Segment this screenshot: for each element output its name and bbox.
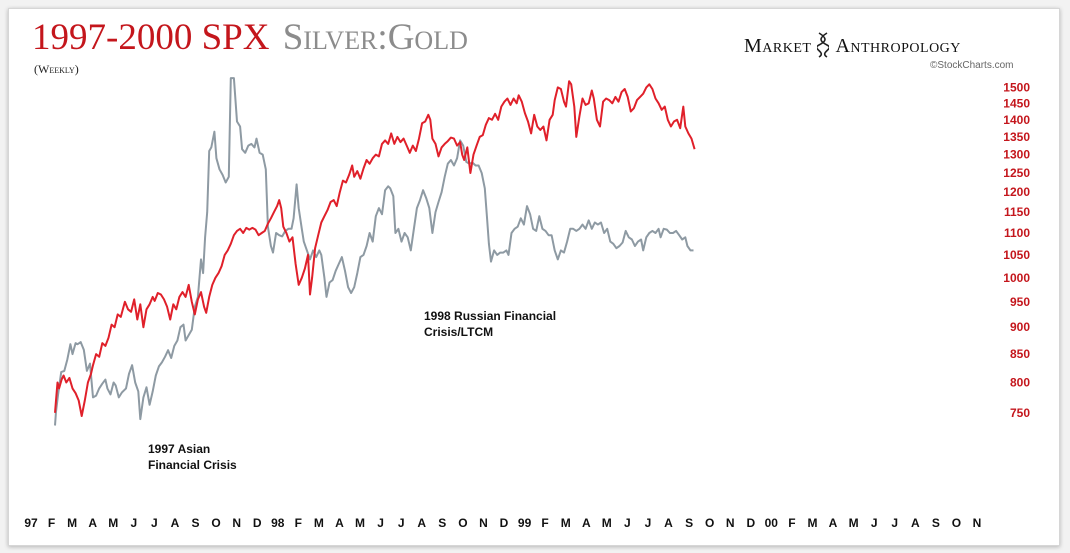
x-tick-label: J xyxy=(871,516,878,530)
x-tick-label: F xyxy=(788,516,795,530)
y-tick-label: 1150 xyxy=(1004,205,1030,219)
title-spx: 1997-2000 SPX xyxy=(32,17,270,58)
x-tick-label: S xyxy=(932,516,940,530)
x-tick-label: 98 xyxy=(271,516,285,530)
x-tick-label: J xyxy=(891,516,898,530)
ratio-series-layer xyxy=(54,77,694,426)
x-tick-label: M xyxy=(108,516,118,530)
y-tick-label: 850 xyxy=(1010,347,1030,361)
x-tick-label: J xyxy=(151,516,158,530)
y-tick-label: 800 xyxy=(1010,376,1030,390)
y-tick-label: 1450 xyxy=(1003,96,1030,110)
y-tick-label: 950 xyxy=(1010,295,1030,309)
x-tick-label: M xyxy=(561,516,571,530)
x-tick-label: J xyxy=(398,516,405,530)
x-tick-label: S xyxy=(438,516,446,530)
x-tick-label: M xyxy=(355,516,365,530)
annotation-asian-crisis: 1997 Asian Financial Crisis xyxy=(148,441,237,473)
x-tick-label: J xyxy=(377,516,384,530)
x-tick-label: D xyxy=(253,516,262,530)
x-tick-label: A xyxy=(829,516,838,530)
y-tick-label: 1400 xyxy=(1003,113,1030,127)
x-tick-label: F xyxy=(48,516,55,530)
annotation-asian-line2: Financial Crisis xyxy=(148,458,237,472)
x-tick-label: D xyxy=(500,516,509,530)
x-tick-label: J xyxy=(645,516,652,530)
spx-series-layer xyxy=(54,80,696,417)
y-tick-label: 1350 xyxy=(1003,130,1030,144)
dna-helix-icon xyxy=(817,32,830,58)
x-tick-label: 97 xyxy=(24,516,38,530)
x-tick-label: A xyxy=(911,516,920,530)
brand-right: Anthropology xyxy=(835,35,961,57)
brand-left: Market xyxy=(744,35,812,57)
y-tick-label: 750 xyxy=(1010,406,1030,420)
source-credit: ©StockCharts.com xyxy=(930,60,1014,71)
x-tick-label: N xyxy=(479,516,488,530)
x-tick-label: F xyxy=(541,516,548,530)
x-tick-label: M xyxy=(67,516,77,530)
x-tick-label: S xyxy=(191,516,199,530)
y-tick-label: 1500 xyxy=(1003,80,1030,94)
chart-title: 1997-2000 SPX Silver:Gold xyxy=(32,16,468,60)
y-tick-label: 1050 xyxy=(1003,248,1030,262)
x-tick-label: 00 xyxy=(765,516,779,530)
x-tick-label: 99 xyxy=(518,516,532,530)
annotation-russian-crisis: 1998 Russian Financial Crisis/LTCM xyxy=(424,308,556,340)
y-tick-label: 900 xyxy=(1010,320,1030,334)
x-tick-label: O xyxy=(705,516,714,530)
x-tick-label: A xyxy=(335,516,344,530)
chart-subtitle: (Weekly) xyxy=(34,62,79,76)
x-tick-label: O xyxy=(458,516,467,530)
x-tick-label: N xyxy=(726,516,735,530)
y-tick-label: 1250 xyxy=(1003,166,1030,180)
x-tick-label: S xyxy=(685,516,693,530)
x-tick-label: A xyxy=(664,516,673,530)
annotation-russian-line1: 1998 Russian Financial xyxy=(424,309,557,323)
title-ratio: Silver:Gold xyxy=(282,17,468,58)
x-tick-label: D xyxy=(746,516,755,530)
annotation-russian-line2: Crisis/LTCM xyxy=(424,325,494,339)
x-tick-label: N xyxy=(232,516,241,530)
y-tick-label: 1000 xyxy=(1003,271,1030,285)
annotation-asian-line1: 1997 Asian xyxy=(148,442,211,456)
x-tick-label: M xyxy=(602,516,612,530)
x-tick-label: J xyxy=(624,516,631,530)
x-tick-label: M xyxy=(314,516,324,530)
x-tick-label: N xyxy=(973,516,982,530)
brand-logo: Market Anthropology xyxy=(744,32,961,58)
x-axis-labels: 97 F M A M J J A S O N D 98 F M A M J J A S O N D 99 F M A M J J A S O N D 0… xyxy=(24,516,981,530)
y-axis-labels: 750 800 850 900 950 1000 1050 1100 1150 1200 1250 1… xyxy=(1003,80,1030,419)
x-tick-label: J xyxy=(130,516,137,530)
x-tick-label: M xyxy=(849,516,859,530)
x-tick-label: O xyxy=(211,516,220,530)
y-tick-label: 1200 xyxy=(1003,185,1030,199)
x-tick-label: A xyxy=(171,516,180,530)
silver-gold-line xyxy=(54,77,694,426)
x-tick-label: O xyxy=(952,516,961,530)
x-tick-label: A xyxy=(417,516,426,530)
x-tick-label: A xyxy=(582,516,591,530)
x-tick-label: M xyxy=(808,516,818,530)
chart-frame xyxy=(8,8,1060,546)
x-tick-label: F xyxy=(295,516,302,530)
y-tick-label: 1100 xyxy=(1004,226,1030,240)
x-tick-label: A xyxy=(88,516,97,530)
spx-line xyxy=(54,80,696,417)
y-tick-label: 1300 xyxy=(1003,148,1030,162)
